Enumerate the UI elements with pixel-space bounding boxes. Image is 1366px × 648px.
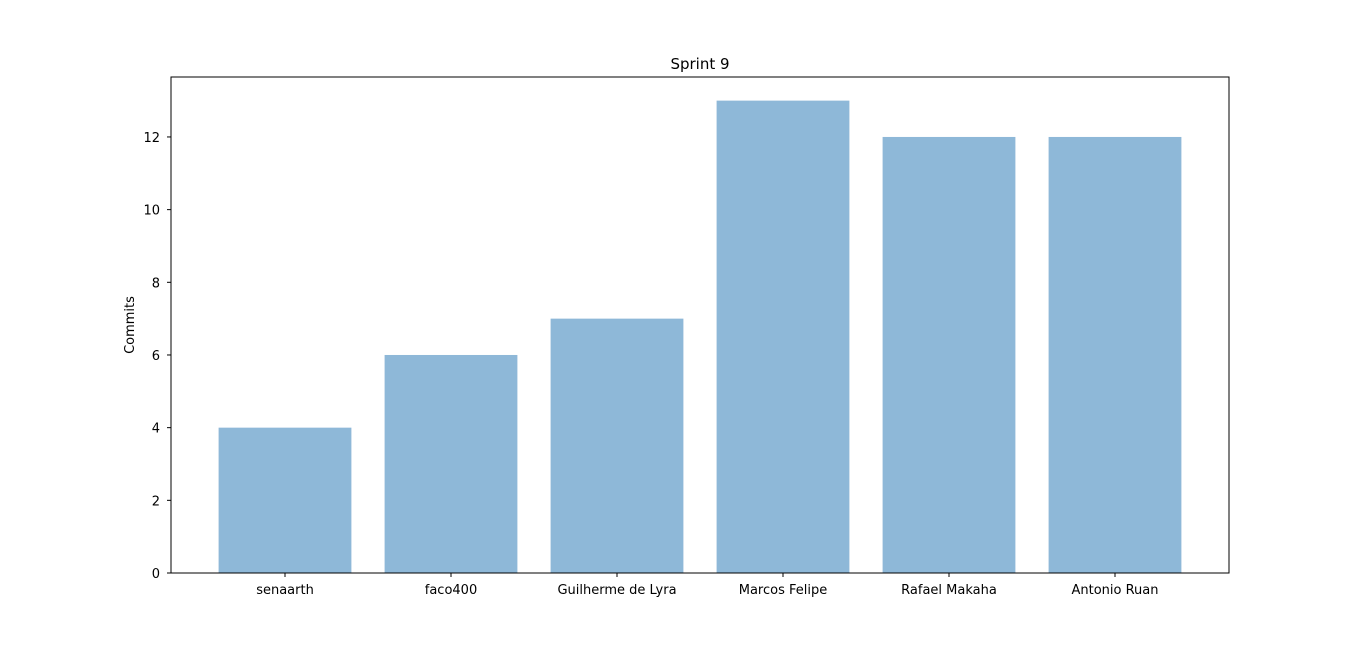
x-tick-label: faco400 xyxy=(425,583,477,598)
bars-group xyxy=(218,100,1182,573)
x-tick-label: Marcos Felipe xyxy=(739,583,828,598)
x-axis-ticks: senaarth faco400 Guilherme de Lyra Marcos F… xyxy=(256,573,1159,598)
bar-antonio-ruan xyxy=(1048,136,1182,573)
y-tick-label: 12 xyxy=(143,131,160,146)
y-tick-label: 2 xyxy=(152,494,160,509)
plot-frame xyxy=(170,76,1230,574)
chart-title: Sprint 9 xyxy=(670,55,729,73)
y-tick-label: 8 xyxy=(152,276,160,291)
y-tick-label: 6 xyxy=(152,349,160,364)
y-tick-label: 0 xyxy=(152,567,160,582)
bar-senaarth xyxy=(218,427,352,573)
x-tick-label: Guilherme de Lyra xyxy=(557,583,676,598)
y-tick-label: 4 xyxy=(152,422,160,437)
y-tick-label: 10 xyxy=(143,204,160,219)
x-tick-label: Rafael Makaha xyxy=(901,583,997,598)
y-axis-label: Commits xyxy=(123,296,138,354)
bar-guilherme-de-lyra xyxy=(550,318,684,573)
y-axis-ticks: 0 2 4 6 8 10 12 xyxy=(143,131,171,582)
bar-rafael-makaha xyxy=(882,136,1016,573)
x-tick-label: Antonio Ruan xyxy=(1071,583,1158,598)
bar-faco400 xyxy=(384,354,518,573)
bar-marcos-felipe xyxy=(716,100,850,573)
x-tick-label: senaarth xyxy=(256,583,314,598)
